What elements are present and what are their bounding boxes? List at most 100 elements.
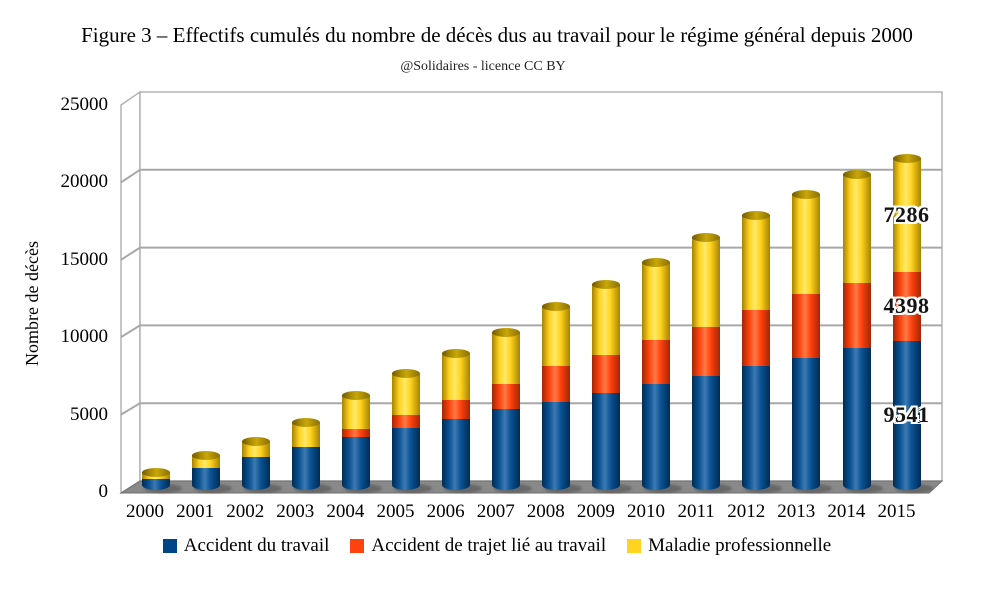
y-axis-tick-label: 10000	[60, 326, 109, 348]
legend-label: Accident du travail	[183, 535, 330, 556]
bar-segment-maladie-professionnelle	[442, 352, 471, 401]
bar	[241, 436, 270, 490]
bar-top-cap	[692, 232, 721, 242]
bar-top-cap	[442, 348, 471, 358]
y-axis-tick-label: 0	[98, 481, 109, 502]
bar	[191, 451, 220, 490]
x-axis-tick-label: 2011	[677, 501, 715, 522]
bar	[592, 280, 621, 490]
bar	[542, 302, 571, 490]
bar-top-cap	[342, 391, 370, 401]
chart-subtitle: @Solidaires - licence CC BY	[400, 59, 566, 74]
legend-swatch	[162, 539, 177, 553]
bar-segment-accident-du-travail	[692, 375, 721, 490]
legend-item: Accident du travail	[162, 535, 330, 557]
bar-segment-maladie-professionnelle	[492, 331, 521, 385]
bar-segment-maladie-professionnelle	[892, 157, 921, 272]
bar-segment-maladie-professionnelle	[692, 236, 721, 327]
legend-swatch	[350, 539, 365, 553]
legend-swatch	[627, 539, 642, 553]
bar-segment-accident-du-travail	[191, 467, 220, 490]
y-axis-tick-label: 15000	[60, 248, 109, 270]
data-label: 7286	[883, 201, 930, 227]
bar-segment-accident-de-trajet	[842, 282, 871, 349]
bar	[792, 189, 821, 490]
x-axis-tick-label: 2007	[476, 501, 515, 522]
bar-segment-accident-du-travail	[342, 436, 370, 490]
chart-title: Figure 3 – Effectifs cumulés du nombre d…	[81, 23, 913, 47]
bar-segment-accident-du-travail	[542, 401, 571, 490]
left-wall	[120, 90, 141, 495]
bar-segment-maladie-professionnelle	[842, 173, 871, 283]
bar	[392, 369, 421, 490]
x-axis-tick-label: 2000	[126, 501, 164, 522]
bar-segment-accident-de-trajet	[392, 415, 421, 429]
bar-segment-accident-du-travail	[892, 340, 921, 490]
y-axis-tick-label: 25000	[60, 94, 109, 115]
bar-top-cap	[291, 417, 320, 427]
bar-segment-accident-de-trajet	[692, 326, 721, 376]
bar-segment-maladie-professionnelle	[392, 373, 421, 416]
bar-top-cap	[191, 451, 220, 461]
bar-top-cap	[542, 302, 571, 312]
bar-segment-maladie-professionnelle	[742, 214, 771, 311]
x-axis-tick-label: 2002	[226, 501, 265, 522]
bar-segment-accident-du-travail	[492, 409, 521, 490]
bar-segment-accident-du-travail	[141, 479, 170, 490]
bar	[742, 210, 771, 490]
bar-top-cap	[492, 327, 521, 337]
back-wall	[139, 91, 943, 482]
bar-segment-accident-du-travail	[642, 384, 671, 490]
bar-segment-maladie-professionnelle	[792, 193, 821, 295]
bar	[692, 232, 721, 490]
x-axis-tick-label: 2009	[576, 501, 615, 522]
bar-segment-maladie-professionnelle	[642, 262, 671, 340]
bar-segment-accident-du-travail	[442, 418, 471, 490]
bar-top-cap	[241, 436, 270, 446]
bar-segment-accident-du-travail	[842, 348, 871, 490]
legend-item: Maladie professionnelle	[627, 535, 831, 557]
x-axis-tick-label: 2001	[176, 501, 215, 522]
legend-label: Maladie professionnelle	[648, 535, 832, 556]
x-axis-tick-label: 2015	[877, 501, 916, 522]
bar	[492, 327, 521, 490]
bar-segment-accident-du-travail	[792, 357, 821, 490]
bar-top-cap	[892, 153, 921, 163]
bar	[892, 153, 921, 490]
bar-segment-accident-de-trajet	[642, 339, 671, 385]
bar-segment-accident-du-travail	[392, 428, 421, 490]
bar-segment-accident-de-trajet	[542, 366, 571, 402]
legend: Accident du travail Accident de trajet li…	[0, 535, 994, 557]
x-axis-tick-label: 2008	[526, 501, 565, 522]
data-label: 4398	[883, 293, 930, 319]
bar-segment-accident-du-travail	[592, 393, 621, 490]
data-label: 9541	[883, 402, 930, 428]
bar-segment-accident-du-travail	[291, 446, 320, 490]
bar	[291, 417, 320, 490]
bar-top-cap	[141, 468, 170, 477]
bar-top-cap	[742, 210, 771, 220]
bar-top-cap	[392, 369, 421, 379]
x-axis-tick-label: 2012	[727, 501, 766, 522]
bar-segment-accident-de-trajet	[742, 310, 771, 366]
bar-top-cap	[592, 280, 621, 290]
x-axis-tick-label: 2003	[276, 501, 315, 522]
x-axis-tick-label: 2006	[426, 501, 465, 522]
bar	[842, 169, 871, 490]
bar	[642, 258, 671, 490]
x-axis-tick-label: 2004	[326, 501, 365, 522]
bar-top-cap	[642, 258, 671, 268]
bar-segment-accident-du-travail	[241, 456, 270, 490]
bar-segment-accident-de-trajet	[442, 400, 471, 419]
floor	[119, 480, 944, 494]
bar-segment-accident-de-trajet	[492, 384, 521, 410]
bar-top-cap	[842, 169, 871, 179]
y-axis-tick-label: 20000	[60, 171, 109, 193]
bar-top-cap	[792, 189, 821, 199]
bar	[342, 391, 370, 490]
bar-segment-accident-de-trajet	[342, 428, 370, 437]
bar-segment-accident-du-travail	[742, 365, 771, 490]
x-axis-tick-label: 2005	[376, 501, 415, 522]
bar-segment-accident-de-trajet	[792, 294, 821, 358]
